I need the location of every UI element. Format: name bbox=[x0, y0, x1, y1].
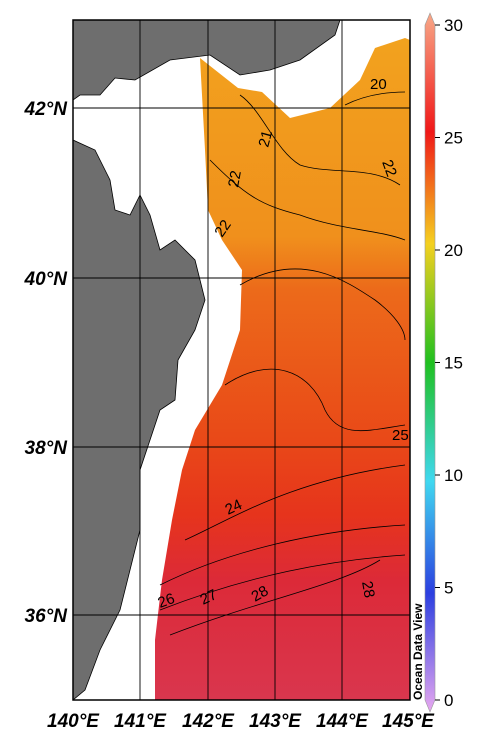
colorbar-tick-label: 15 bbox=[444, 354, 463, 373]
lat-labels: 42°N 40°N 38°N 36°N bbox=[24, 99, 69, 627]
map-frame bbox=[72, 19, 411, 701]
contour-label: 27 bbox=[198, 586, 220, 608]
lon-label: 140°E bbox=[47, 711, 100, 732]
contour-label: 21 bbox=[255, 129, 276, 150]
lat-label: 42°N bbox=[24, 99, 69, 120]
contour-label: 26 bbox=[156, 590, 177, 612]
contour-label: 22 bbox=[225, 169, 245, 188]
colorbar-tick-label: 10 bbox=[444, 466, 463, 485]
colorbar-tick-label: 20 bbox=[444, 241, 463, 260]
lon-labels: 140°E 141°E 142°E 143°E 144°E 145°E bbox=[47, 711, 435, 732]
land-honshu bbox=[73, 139, 206, 700]
contour-label: 25 bbox=[392, 427, 409, 444]
watermark: Ocean Data View bbox=[411, 603, 425, 700]
contour-label: 22 bbox=[211, 217, 234, 240]
contour-label: 24 bbox=[223, 496, 245, 518]
lon-label: 145°E bbox=[382, 711, 435, 732]
contour-label: 28 bbox=[358, 580, 378, 599]
sst-field bbox=[155, 38, 410, 700]
lat-label: 36°N bbox=[25, 606, 69, 627]
colorbar-scale bbox=[424, 12, 436, 713]
lon-label: 142°E bbox=[182, 711, 235, 732]
lon-label: 141°E bbox=[114, 711, 167, 732]
colorbar-tick-label: 25 bbox=[444, 129, 463, 148]
colorbar-tick-label: 30 bbox=[444, 16, 463, 35]
lon-label: 143°E bbox=[249, 711, 302, 732]
map-area bbox=[73, 20, 410, 700]
lat-label: 40°N bbox=[24, 269, 69, 290]
contours bbox=[159, 91, 406, 636]
colorbar-tick-label: 0 bbox=[444, 691, 453, 710]
contour-label: 28 bbox=[249, 582, 272, 605]
contour-label: 22 bbox=[378, 158, 400, 179]
lon-label: 144°E bbox=[316, 711, 369, 732]
colorbar: 0 5 10 15 20 25 30 bbox=[424, 12, 463, 713]
grid bbox=[73, 20, 410, 700]
contour-label: 20 bbox=[370, 76, 387, 93]
colorbar-tick-label: 5 bbox=[444, 579, 453, 598]
lat-label: 38°N bbox=[25, 438, 69, 459]
contour-labels: 20 21 22 22 22 24 25 26 27 28 28 bbox=[156, 76, 409, 612]
